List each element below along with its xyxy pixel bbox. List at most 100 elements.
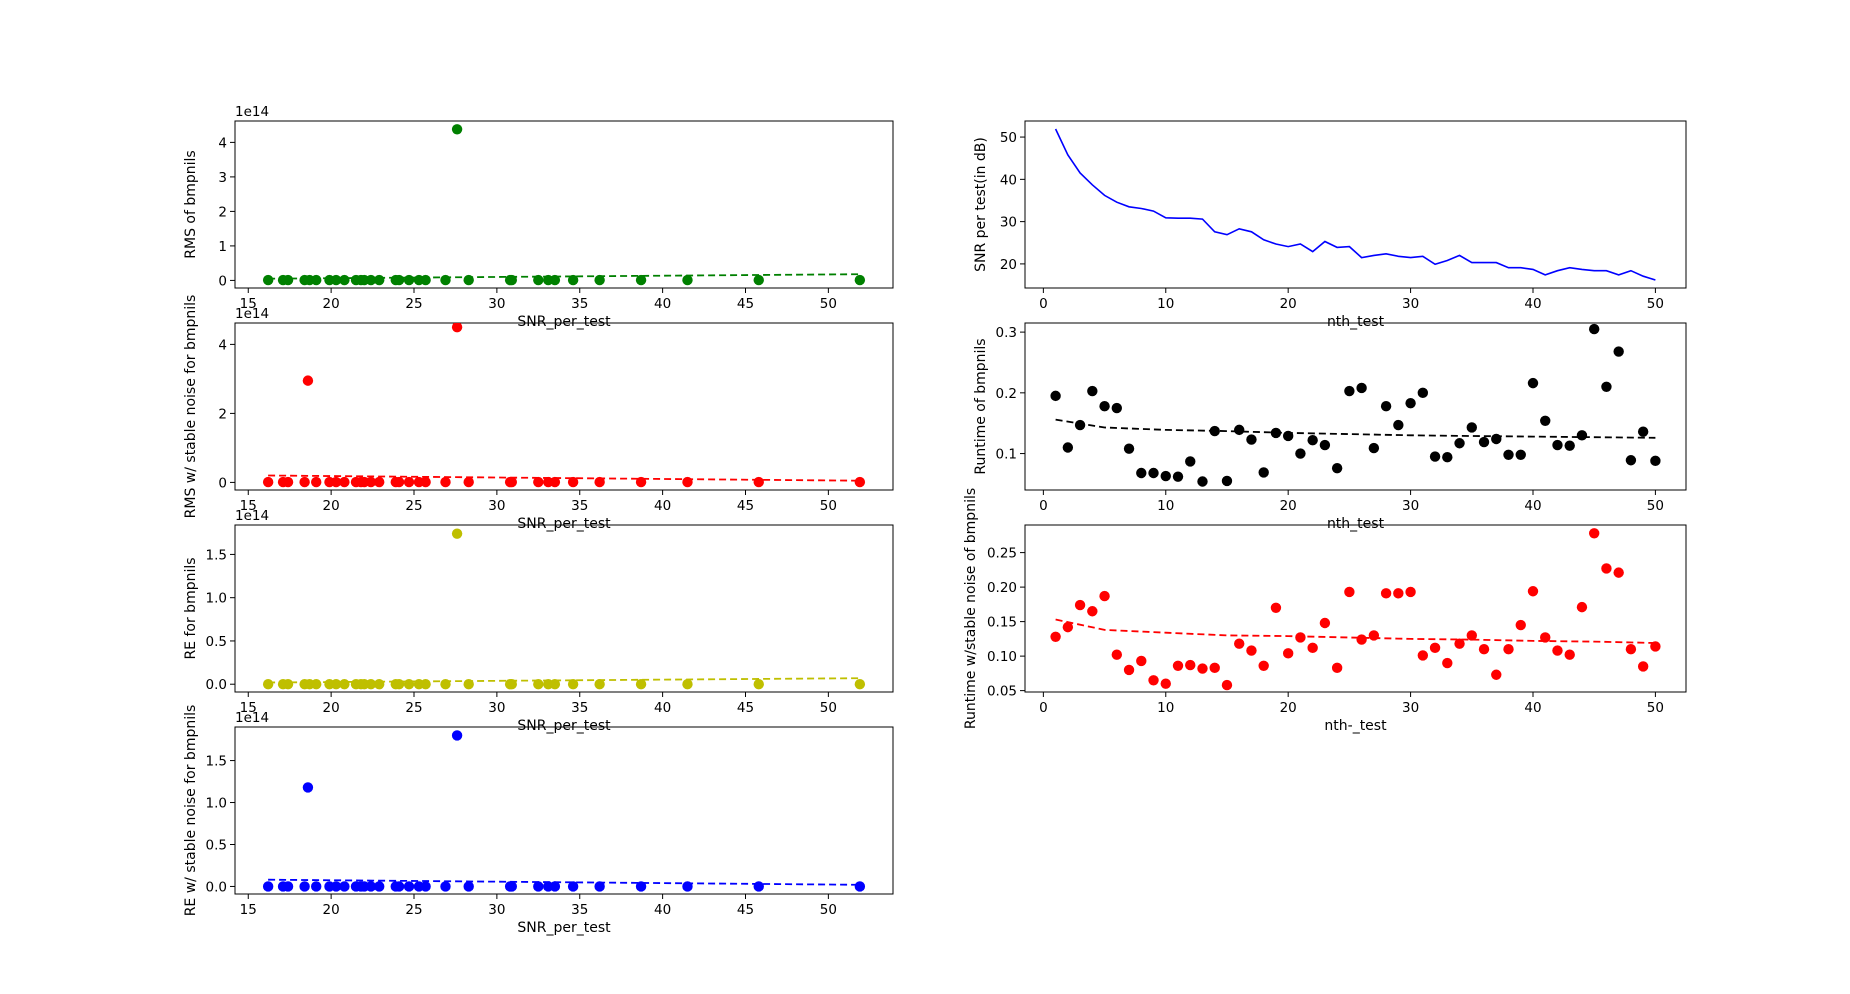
data-point bbox=[1087, 606, 1098, 617]
data-point bbox=[1087, 385, 1098, 397]
data-point bbox=[339, 274, 350, 286]
data-point bbox=[330, 476, 342, 488]
y-tick-label: 0.20 bbox=[987, 580, 1017, 596]
data-point bbox=[1405, 397, 1416, 409]
subplot-5: 0 10 20 30 40 50 20 30 40 50 nth_test SNR per test(… bbox=[973, 120, 1687, 330]
data-point bbox=[1160, 470, 1171, 482]
x-tick-label: 15 bbox=[240, 296, 257, 312]
data-point bbox=[1393, 419, 1404, 431]
y-tick-label: 0.0 bbox=[206, 879, 227, 895]
data-point bbox=[1234, 424, 1245, 436]
data-point bbox=[1344, 586, 1355, 598]
data-point bbox=[1111, 649, 1123, 660]
data-point bbox=[262, 476, 274, 488]
data-point bbox=[393, 881, 405, 892]
data-point bbox=[1503, 644, 1514, 655]
y-tick-label: 3 bbox=[218, 170, 227, 186]
data-point bbox=[365, 881, 377, 892]
data-point bbox=[533, 476, 544, 488]
offset-label: 1e14 bbox=[235, 710, 269, 726]
data-point bbox=[1637, 426, 1649, 437]
data-point bbox=[282, 274, 294, 286]
data-point bbox=[373, 679, 385, 690]
x-tick-label: 30 bbox=[1402, 296, 1419, 312]
data-point bbox=[1172, 471, 1184, 482]
data-point bbox=[451, 528, 463, 539]
data-point bbox=[393, 274, 405, 286]
x-tick-label: 10 bbox=[1157, 296, 1174, 312]
data-point bbox=[463, 274, 474, 286]
data-point bbox=[282, 881, 294, 892]
data-point bbox=[1074, 599, 1086, 611]
data-point bbox=[311, 476, 322, 488]
data-point bbox=[549, 274, 561, 286]
x-axis-label: SNR_per_test bbox=[517, 718, 611, 734]
data-point bbox=[753, 679, 764, 690]
data-point bbox=[463, 476, 474, 488]
data-point bbox=[635, 679, 647, 690]
offset-label: 1e14 bbox=[235, 508, 269, 524]
y-tick-label: 0.5 bbox=[206, 634, 227, 650]
data-point bbox=[635, 476, 647, 488]
x-axis-label: nth_test bbox=[1327, 314, 1385, 330]
data-point bbox=[1613, 346, 1624, 357]
data-layer bbox=[262, 730, 866, 892]
y-tick-label: 0.5 bbox=[206, 837, 227, 853]
data-point bbox=[403, 476, 415, 488]
data-point bbox=[594, 881, 605, 892]
x-tick-label: 25 bbox=[405, 902, 422, 918]
data-point bbox=[1380, 588, 1392, 599]
data-point bbox=[1050, 390, 1061, 402]
data-point bbox=[1417, 650, 1429, 661]
data-point bbox=[1270, 427, 1282, 439]
x-tick-label: 20 bbox=[323, 498, 340, 514]
y-tick-label: 0.0 bbox=[206, 677, 227, 693]
data-point bbox=[1209, 425, 1220, 437]
data-point bbox=[1515, 619, 1526, 631]
data-point bbox=[302, 375, 314, 386]
x-tick-label: 25 bbox=[405, 296, 422, 312]
data-point bbox=[339, 679, 350, 690]
data-point bbox=[282, 476, 294, 488]
data-point bbox=[1136, 467, 1147, 479]
x-tick-label: 45 bbox=[737, 902, 754, 918]
x-tick-label: 10 bbox=[1157, 700, 1174, 716]
data-point bbox=[549, 476, 561, 488]
data-point bbox=[440, 679, 451, 690]
y-tick-label: 1.0 bbox=[206, 591, 227, 607]
data-point bbox=[1319, 439, 1331, 451]
x-tick-label: 20 bbox=[323, 700, 340, 716]
data-layer bbox=[1050, 323, 1661, 487]
data-point bbox=[262, 274, 274, 286]
data-point bbox=[1185, 659, 1196, 671]
data-point bbox=[1307, 435, 1318, 446]
data-point bbox=[1221, 679, 1233, 691]
x-tick-label: 45 bbox=[737, 700, 754, 716]
data-point bbox=[549, 881, 561, 892]
data-point bbox=[311, 679, 322, 690]
x-tick-label: 20 bbox=[1280, 700, 1297, 716]
x-tick-label: 35 bbox=[571, 700, 588, 716]
x-tick-label: 50 bbox=[820, 902, 837, 918]
data-point bbox=[262, 881, 274, 892]
data-point bbox=[854, 476, 866, 488]
data-point bbox=[635, 274, 647, 286]
data-point bbox=[1429, 642, 1441, 654]
data-point bbox=[1478, 436, 1490, 448]
y-tick-label: 1.5 bbox=[206, 547, 227, 563]
data-point bbox=[1344, 385, 1355, 397]
data-point bbox=[1588, 323, 1600, 335]
data-point bbox=[1234, 638, 1245, 649]
data-point bbox=[1601, 381, 1612, 392]
data-point bbox=[1540, 632, 1551, 643]
x-axis-label: SNR_per_test bbox=[517, 920, 611, 936]
data-point bbox=[682, 274, 693, 286]
y-axis-label: RE w/ stable noise for bmpnils bbox=[183, 705, 199, 917]
data-point bbox=[1319, 617, 1331, 629]
y-tick-label: 20 bbox=[1000, 257, 1017, 273]
y-axis-label: RMS of bmpnils bbox=[183, 150, 199, 258]
data-layer bbox=[1054, 128, 1656, 281]
data-point bbox=[1515, 449, 1526, 460]
x-tick-label: 40 bbox=[654, 902, 671, 918]
data-point bbox=[403, 274, 415, 286]
